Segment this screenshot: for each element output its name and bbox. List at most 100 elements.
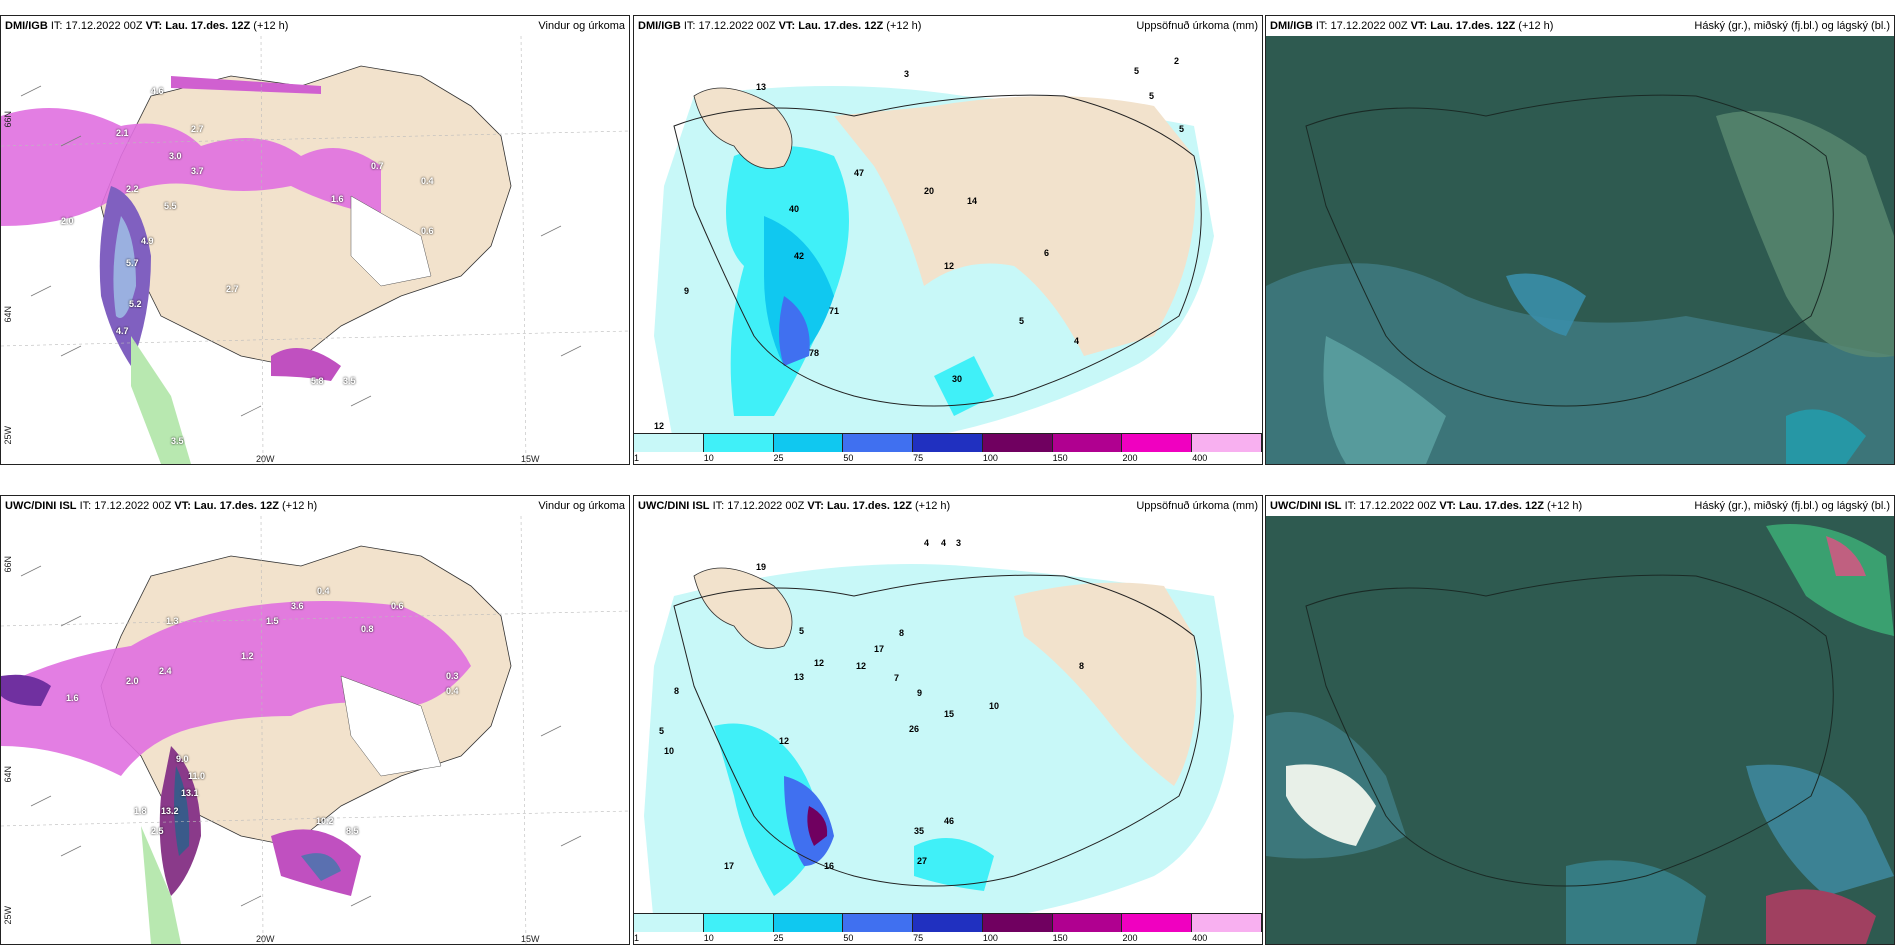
init-time: 17.12.2022 00Z [1330, 20, 1408, 32]
wind-label: 2.0 [61, 216, 74, 226]
precip-label: 26 [909, 724, 920, 734]
legend-swatch [634, 914, 704, 932]
legend-label: 400 [1192, 933, 1208, 943]
precip-label: 10 [664, 746, 675, 756]
wind-label: 1.2 [241, 651, 254, 661]
legend-label: 200 [1122, 453, 1138, 463]
precip-label: 5 [799, 626, 805, 636]
wind-label: 8.5 [346, 826, 359, 836]
model-name: UWC/DINI ISL [5, 500, 77, 512]
legend-label: 1 [634, 933, 640, 943]
legend-swatch [1052, 914, 1123, 932]
wind-label: 0.4 [317, 586, 330, 596]
panel-header: UWC/DINI ISL IT: 17.12.2022 00Z VT: Lau.… [1, 496, 629, 516]
legend-label: 50 [843, 933, 854, 943]
model-name: UWC/DINI ISL [1270, 500, 1342, 512]
precip-label: 5 [1019, 316, 1025, 326]
precip-label: 17 [724, 861, 735, 871]
wind-label: 0.8 [361, 624, 374, 634]
wind-label: 2.1 [116, 128, 129, 138]
legend-swatch [982, 914, 1053, 932]
wind-label: 2.7 [226, 284, 239, 294]
precip-label: 12 [779, 736, 790, 746]
precip-label: 8 [899, 628, 905, 638]
precip-label: 17 [874, 644, 885, 654]
lead-time: (+12 h) [1547, 500, 1583, 512]
valid-time: Lau. 17.des. 12Z [1458, 500, 1544, 512]
wind-label: 3.6 [291, 601, 304, 611]
precip-label: 12 [814, 658, 825, 668]
wind-label: 5.7 [126, 258, 139, 268]
panel-uwc-accum-precip: UWC/DINI ISL IT: 17.12.2022 00Z VT: Lau.… [633, 495, 1263, 945]
legend-swatch [843, 434, 914, 452]
wind-label: 5.5 [164, 201, 177, 211]
wind-label: 13.2 [161, 806, 179, 816]
precip-label: 13 [794, 672, 805, 682]
lat-label-66: 66N [3, 556, 13, 573]
legend-label: 10 [703, 453, 714, 463]
precip-label: 4 [1074, 336, 1080, 346]
wind-precip-map [1, 36, 629, 464]
wind-label: 4.9 [141, 236, 154, 246]
legend-label: 1 [634, 453, 640, 463]
precip-label: 3 [956, 538, 962, 548]
lon-label-25: 25W [3, 426, 13, 445]
precip-label: 27 [917, 856, 928, 866]
wind-label: 1.6 [331, 194, 344, 204]
model-name: DMI/IGB [1270, 20, 1313, 32]
lead-time: (+12 h) [886, 20, 922, 32]
wind-label: 2.0 [126, 676, 139, 686]
legend-label: 400 [1192, 453, 1208, 463]
lat-label-64: 64N [3, 766, 13, 783]
precip-label: 78 [809, 348, 820, 358]
legend-swatch [1192, 434, 1262, 452]
legend-label: 75 [913, 453, 924, 463]
lon-label-15: 15W [521, 454, 540, 464]
legend-label: 10 [703, 933, 714, 943]
panel-dmi-accum-precip: DMI/IGB IT: 17.12.2022 00Z VT: Lau. 17.d… [633, 15, 1263, 465]
lon-label-15: 15W [521, 934, 540, 944]
accum-precip-map [634, 36, 1262, 464]
legend-label: 100 [982, 453, 998, 463]
accum-precip-map [634, 516, 1262, 944]
lead-time: (+12 h) [282, 500, 318, 512]
wind-label: 2.5 [151, 826, 164, 836]
precip-label: 35 [914, 826, 925, 836]
precip-label: 15 [944, 709, 955, 719]
cloud-cover-map [1266, 516, 1894, 944]
panel-title: Háský (gr.), miðský (fj.bl.) og lágský (… [1694, 20, 1890, 32]
wind-precip-map [1, 516, 629, 944]
legend-swatch [773, 434, 844, 452]
precip-label: 13 [756, 82, 767, 92]
wind-label: 0.6 [391, 601, 404, 611]
precip-label: 47 [854, 168, 865, 178]
precip-label: 46 [944, 816, 955, 826]
panel-dmi-clouds: DMI/IGB IT: 17.12.2022 00Z VT: Lau. 17.d… [1265, 15, 1895, 465]
lead-time: (+12 h) [915, 500, 951, 512]
wind-label: 2.7 [191, 124, 204, 134]
valid-time: Lau. 17.des. 12Z [1430, 20, 1516, 32]
legend-label: 100 [982, 933, 998, 943]
lon-label-25: 25W [3, 906, 13, 925]
legend-label: 25 [773, 933, 784, 943]
legend-swatch [1052, 434, 1123, 452]
valid-time: Lau. 17.des. 12Z [165, 20, 251, 32]
legend-swatch [773, 914, 844, 932]
legend-swatch [843, 914, 914, 932]
legend-swatch [982, 434, 1053, 452]
valid-time: Lau. 17.des. 12Z [193, 500, 279, 512]
panel-title: Uppsöfnuð úrkoma (mm) [1136, 20, 1258, 32]
init-time: 17.12.2022 00Z [94, 500, 172, 512]
init-time: 17.12.2022 00Z [65, 20, 143, 32]
wind-label: 3.5 [171, 436, 184, 446]
wind-label: 1.5 [266, 616, 279, 626]
panel-title: Háský (gr.), miðský (fj.bl.) og lágský (… [1694, 500, 1890, 512]
wind-label: 1.3 [166, 616, 179, 626]
legend-label: 50 [843, 453, 854, 463]
panel-title: Uppsöfnuð úrkoma (mm) [1136, 500, 1258, 512]
precip-label: 19 [756, 562, 767, 572]
init-time: 17.12.2022 00Z [698, 20, 776, 32]
legend-label: 150 [1052, 933, 1068, 943]
legend-swatch [703, 914, 774, 932]
legend-label: 25 [773, 453, 784, 463]
